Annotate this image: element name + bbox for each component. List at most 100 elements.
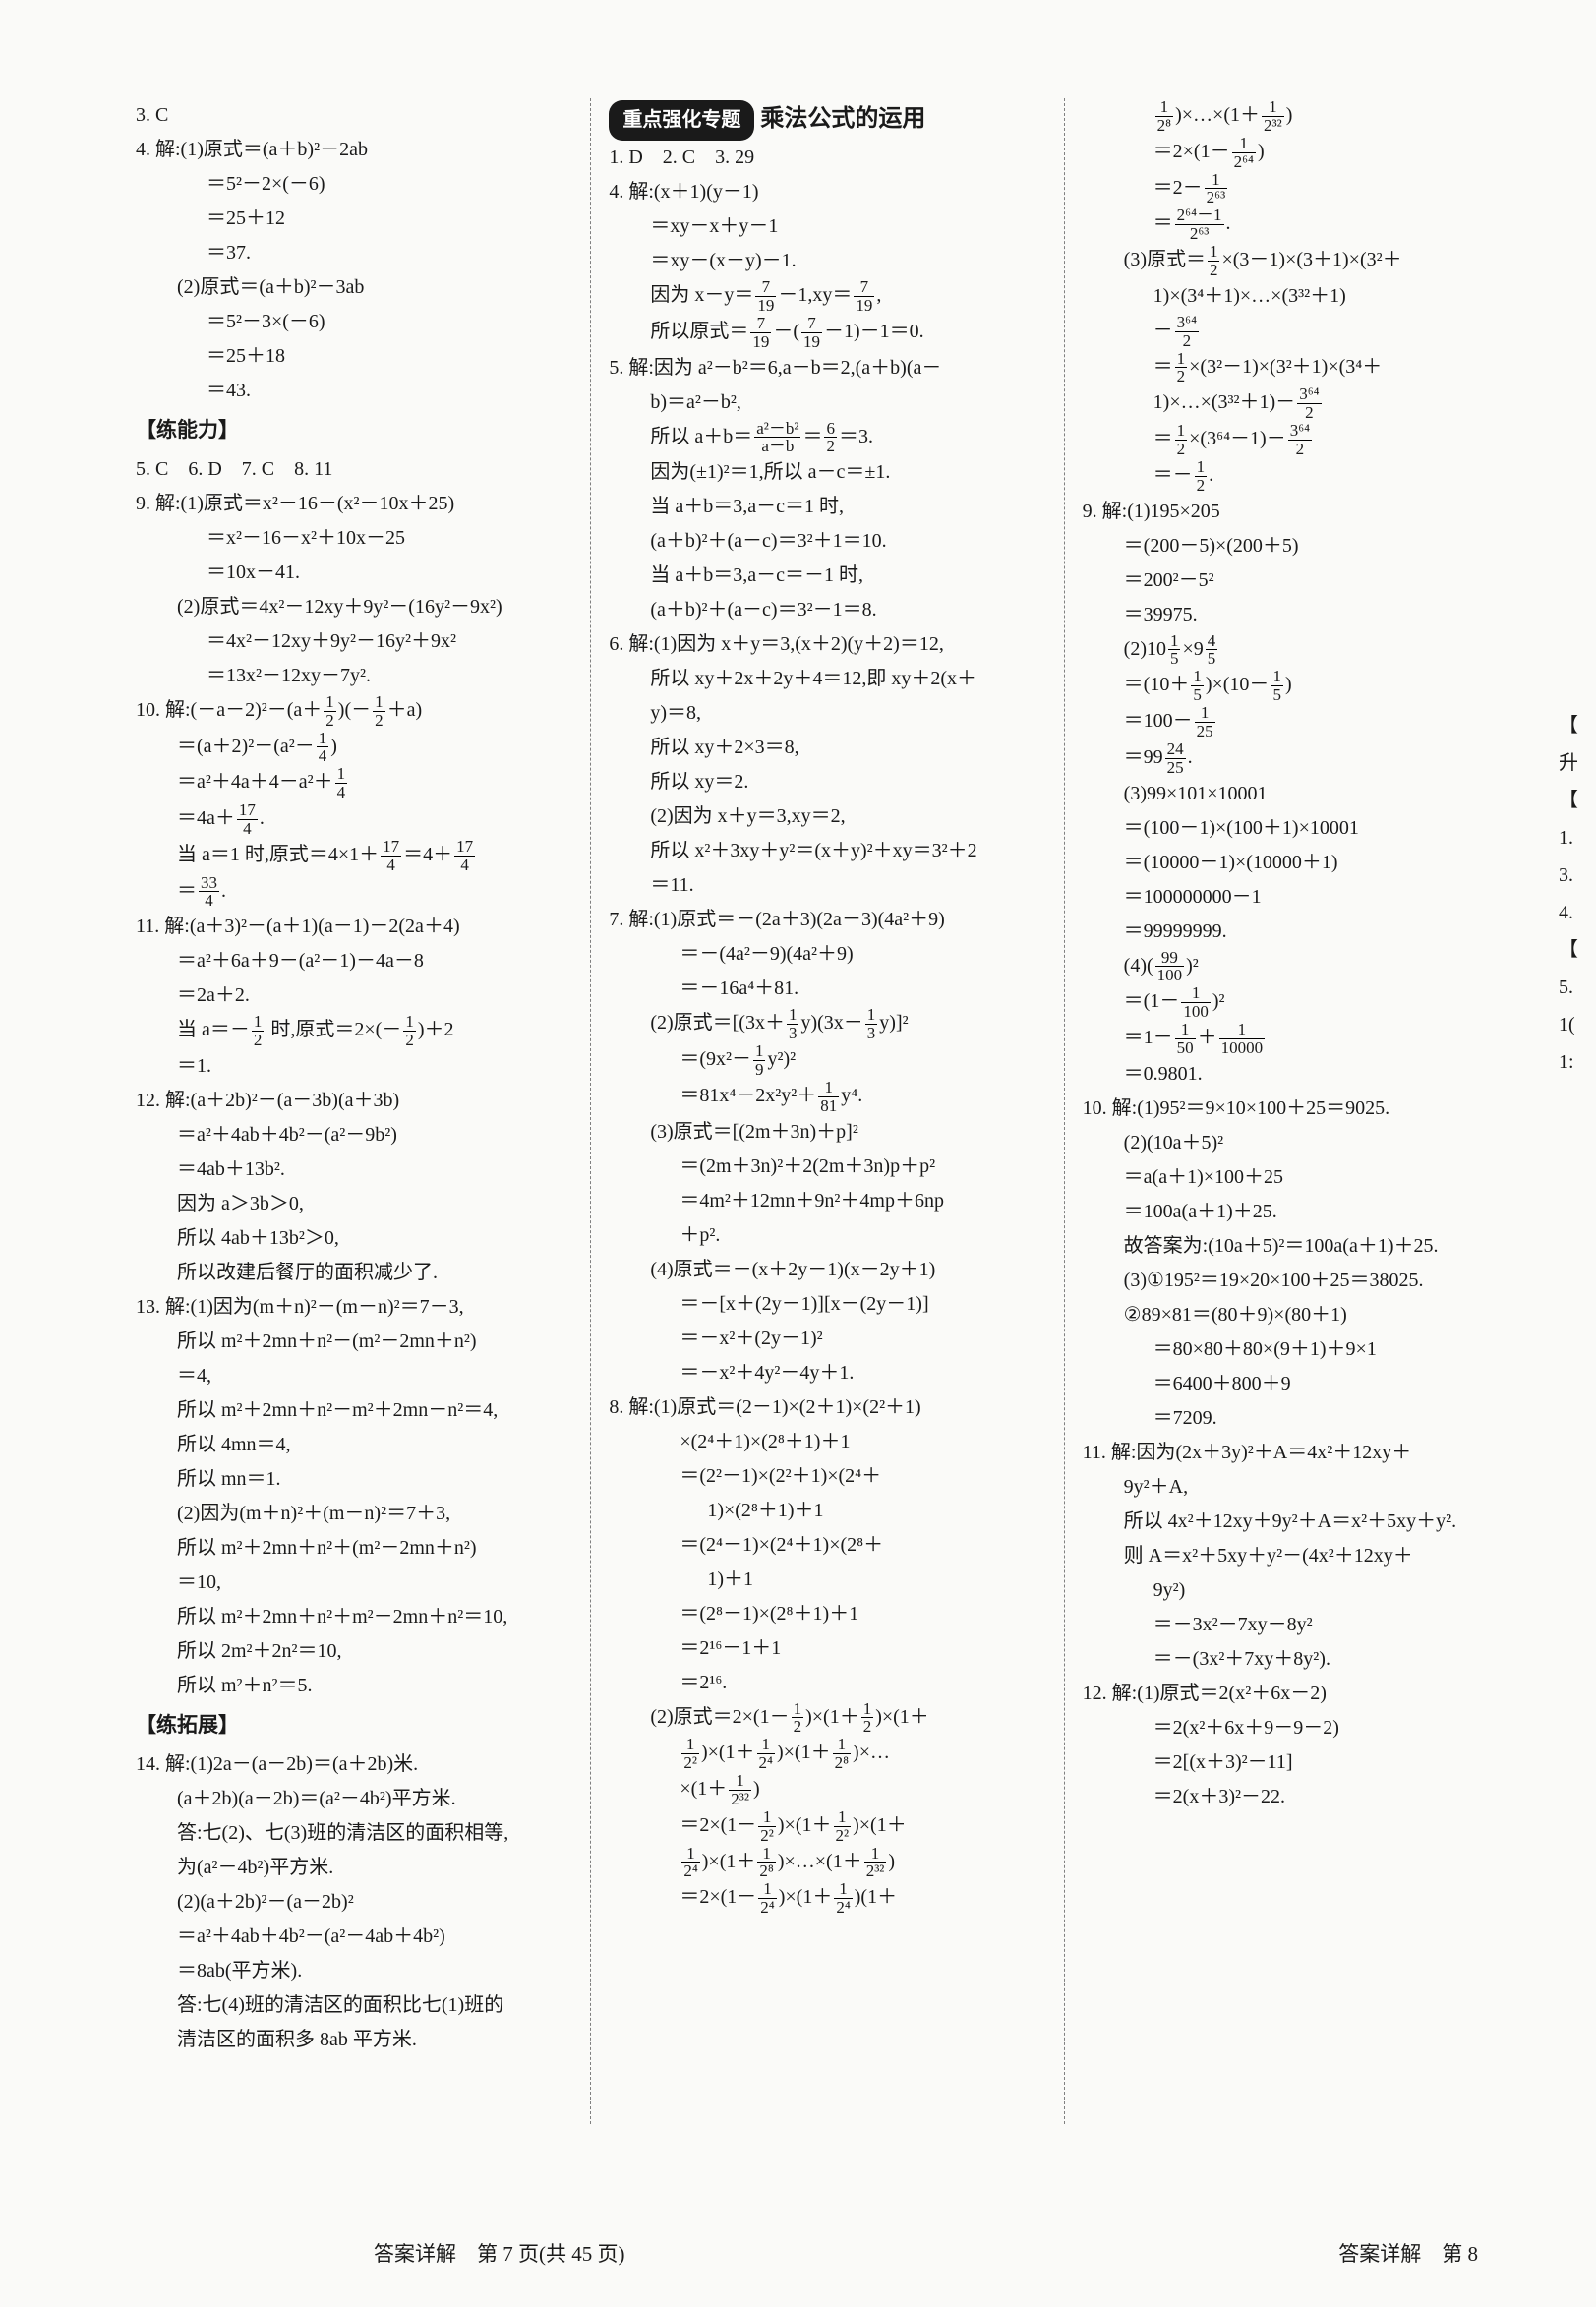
text-line: ＝39975. [1083,598,1519,632]
text-line: ＝(100－1)×(100＋1)×10001 [1083,811,1519,846]
text-line: ＝2¹⁶－1＋1 [609,1631,1045,1666]
text-line: 故答案为:(10a＋5)²＝100a(a＋1)＋25. [1083,1229,1519,1264]
text-line: ＝x²－16－x²＋10x－25 [136,521,572,556]
text-line: ＝(9x²－19y²)² [609,1042,1045,1079]
text-line: ＝xy－x＋y－1 [609,209,1045,244]
text-line: (a＋2b)(a－2b)＝(a²－4b²)平方米. [136,1782,572,1816]
text-line: 9y²) [1083,1573,1519,1608]
text-line: ＝2a＋2. [136,978,572,1013]
footer-right: 答案详解 第 8 [1338,2238,1478,2268]
text-line: ＝(2m＋3n)²＋2(2m＋3n)p＋p² [609,1150,1045,1184]
text-line: 所以 m²＋n²＝5. [136,1669,572,1703]
text-line: ＝80×80＋80×(9＋1)＋9×1 [1083,1332,1519,1367]
text-line: ＝2¹⁶. [609,1666,1045,1700]
text-line: ②89×81＝(80＋9)×(80＋1) [1083,1298,1519,1332]
topic-title: 乘法公式的运用 [760,105,925,132]
text-line: ＝100－125 [1083,704,1519,740]
text-line: 12. 解:(a＋2b)²－(a－3b)(a＋3b) [136,1084,572,1118]
text-line: 所以 4x²＋12xy＋9y²＋A＝x²＋5xy＋y². [1083,1505,1519,1539]
edge-mark: 【 [1559,783,1578,818]
text-line: 则 A＝x²＋5xy＋y²－(4x²＋12xy＋ [1083,1539,1519,1573]
text-line: 1)×(3⁴＋1)×…×(3³²＋1) [1083,279,1519,314]
text-line: ＝12×(3²－1)×(3²＋1)×(3⁴＋ [1083,350,1519,386]
text-line: ＝5²－3×(－6) [136,305,572,339]
text-line: ＝a²＋4ab＋4b²－(a²－9b²) [136,1118,572,1153]
edge-mark: 3. [1559,858,1578,893]
text-line: ＝1－150＋110000 [1083,1021,1519,1057]
text-line: ＝37. [136,236,572,270]
text-line: (a＋b)²＋(a－c)＝3²＋1＝10. [609,524,1045,559]
text-line: 所以 a＋b＝a²－b²a－b＝62＝3. [609,420,1045,456]
edge-mark: 1. [1559,820,1578,856]
text-line: ＝334. [136,874,572,911]
text-line: 12²)×(1＋12⁴)×(1＋12⁸)×… [609,1736,1045,1772]
text-line: ＝6400＋800＋9 [1083,1367,1519,1401]
text-line: (2)原式＝4x²－12xy＋9y²－(16y²－9x²) [136,590,572,624]
text-line: 1)×…×(3³²＋1)－3⁶⁴2 [1083,385,1519,422]
text-line: 11. 解:因为(2x＋3y)²＋A＝4x²＋12xy＋ [1083,1436,1519,1470]
text-line: 5. C 6. D 7. C 8. 11 [136,452,572,487]
section-title-extend: 【练拓展】 [136,1707,572,1744]
text-line: 5. 解:因为 a²－b²＝6,a－b＝2,(a＋b)(a－ [609,351,1045,385]
text-line: 10. 解:(－a－2)²－(a＋12)(－12＋a) [136,693,572,730]
column-3: 12⁸)×…×(1＋12³²)＝2×(1－12⁶⁴)＝2－12⁶³＝2⁶⁴－12… [1064,98,1537,2124]
text-line: ＝xy－(x－y)－1. [609,244,1045,278]
text-line: ＝81x⁴－2x²y²＋181y⁴. [609,1079,1045,1115]
text-line: (2)因为(m＋n)²＋(m－n)²＝7＋3, [136,1497,572,1531]
text-line: ＝－16a⁴＋81. [609,972,1045,1006]
text-line: ＝4, [136,1359,572,1393]
edge-mark: 1: [1559,1044,1578,1080]
text-line: ＝25＋12 [136,202,572,236]
text-line: 所以 x²＋3xy＋y²＝(x＋y)²＋xy＝3²＋2 [609,834,1045,868]
text-line: ×(1＋12³²) [609,1772,1045,1808]
text-line: ＝－x²＋(2y－1)² [609,1322,1045,1356]
text-line: 3. C [136,98,572,133]
text-line: ＝99999999. [1083,915,1519,949]
text-line: (2)(10a＋5)² [1083,1126,1519,1160]
text-line: ＝1. [136,1049,572,1084]
text-line: 所以 m²＋2mn＋n²＋m²－2mn＋n²＝10, [136,1600,572,1634]
text-line: ＝4m²＋12mn＋9n²＋4mp＋6np [609,1184,1045,1218]
text-line: ＝－[x＋(2y－1)][x－(2y－1)] [609,1287,1045,1322]
text-line: 当 a＝1 时,原式＝4×1＋174＝4＋174 [136,838,572,874]
text-line: 7. 解:(1)原式＝－(2a＋3)(2a－3)(4a²＋9) [609,903,1045,937]
text-line: ＝(a＋2)²－(a²－14) [136,730,572,766]
text-line: ＝a(a＋1)×100＋25 [1083,1160,1519,1195]
text-line: ＝5²－2×(－6) [136,167,572,202]
text-line: y)＝8, [609,696,1045,731]
text-line: ＝12×(3⁶⁴－1)－3⁶⁴2 [1083,422,1519,458]
text-line: ＝992425. [1083,740,1519,777]
text-line: 9. 解:(1)195×205 [1083,495,1519,529]
text-line: ＝25＋18 [136,339,572,374]
text-line: ＝2×(1－12⁴)×(1＋12⁴)(1＋ [609,1880,1045,1917]
text-line: ＝4a＋174. [136,801,572,838]
text-line: ＝43. [136,374,572,408]
text-line: ＝11. [609,868,1045,903]
text-line: ＝－3x²－7xy－8y² [1083,1608,1519,1642]
text-line: ＝a²＋4ab＋4b²－(a²－4ab＋4b²) [136,1920,572,1954]
text-line: ＝－(3x²＋7xy＋8y²). [1083,1642,1519,1677]
text-line: ＝7209. [1083,1401,1519,1436]
text-line: 13. 解:(1)因为(m＋n)²－(m－n)²＝7－3, [136,1290,572,1325]
text-line: 因为(±1)²＝1,所以 a－c＝±1. [609,455,1045,490]
text-line: (2)(a＋2b)²－(a－2b)² [136,1885,572,1920]
text-line: ＝0.9801. [1083,1057,1519,1092]
text-line: (4)(99100)² [1083,949,1519,985]
text-line: ＝(2⁸－1)×(2⁸＋1)＋1 [609,1597,1045,1631]
text-line: (3)原式＝12×(3－1)×(3＋1)×(3²＋ [1083,243,1519,279]
text-line: ＝－x²＋4y²－4y＋1. [609,1356,1045,1390]
text-line: 答:七(4)班的清洁区的面积比七(1)班的 [136,1988,572,2023]
text-line: ×(2⁴＋1)×(2⁸＋1)＋1 [609,1425,1045,1459]
text-line: 所以原式＝719－(719－1)－1＝0. [609,315,1045,351]
text-line: (3)99×101×10001 [1083,777,1519,811]
text-line: 所以 xy＋2×3＝8, [609,731,1045,765]
text-line: ＝a²＋4a＋4－a²＋14 [136,765,572,801]
text-line: 所以 m²＋2mn＋n²－m²＋2mn－n²＝4, [136,1393,572,1428]
text-line: (3)①195²＝19×20×100＋25＝38025. [1083,1264,1519,1298]
text-line: ＝2(x²＋6x＋9－9－2) [1083,1711,1519,1745]
column-2: 重点强化专题乘法公式的运用1. D 2. C 3. 294. 解:(x＋1)(y… [590,98,1063,2124]
text-line: ＝8ab(平方米). [136,1954,572,1988]
text-line: 12. 解:(1)原式＝2(x²＋6x－2) [1083,1677,1519,1711]
text-line: 所以 2m²＋2n²＝10, [136,1634,572,1669]
text-line: 所以 mn＝1. [136,1462,572,1497]
